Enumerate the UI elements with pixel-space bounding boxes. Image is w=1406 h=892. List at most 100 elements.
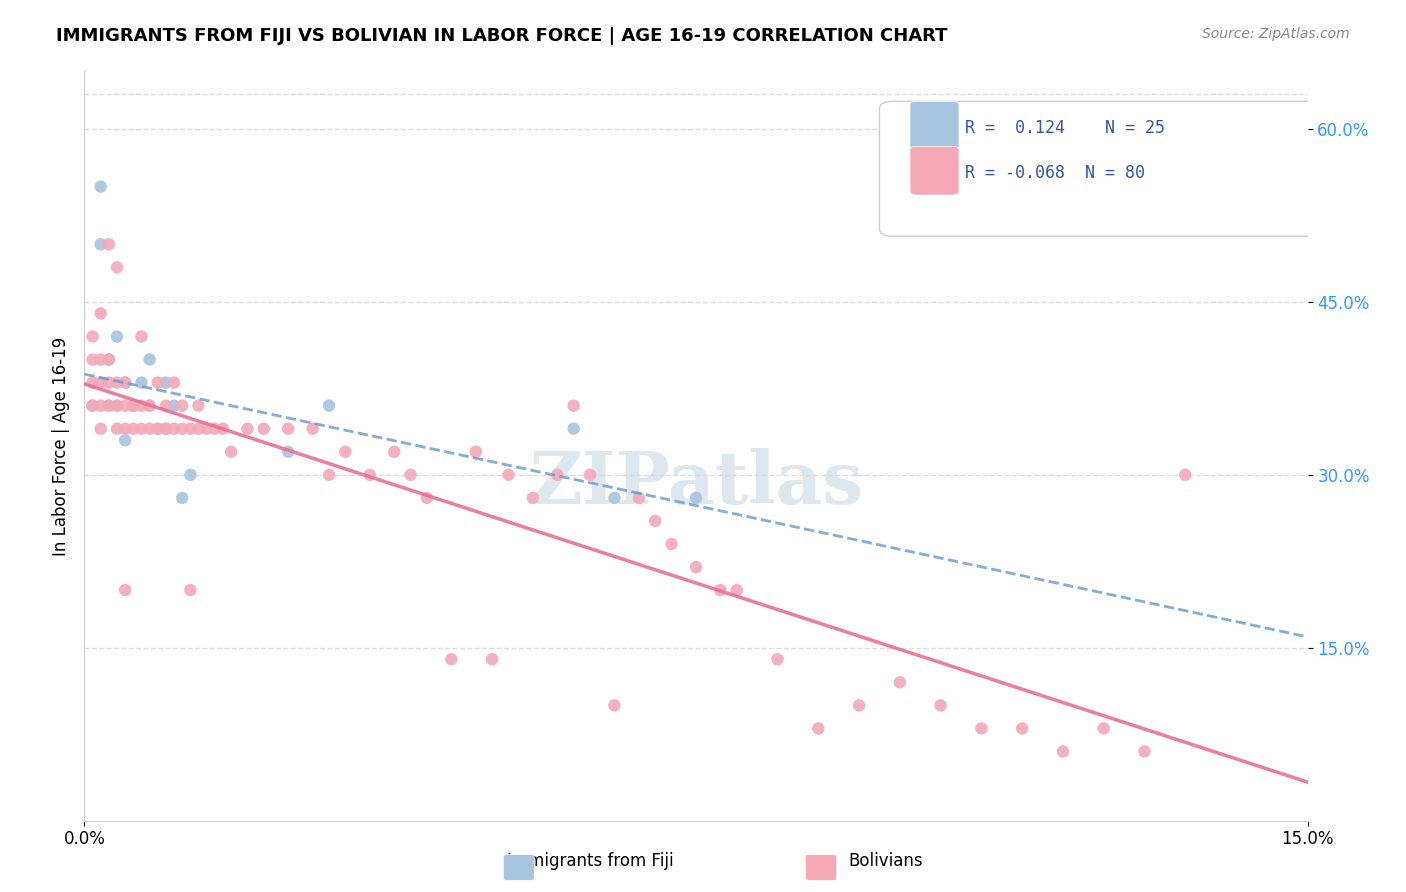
Point	[138, 422, 160, 436]
FancyBboxPatch shape	[880, 102, 1320, 236]
Point	[848, 698, 870, 713]
Point	[90, 237, 112, 252]
Point	[725, 583, 748, 598]
Point	[603, 698, 626, 713]
Point	[562, 422, 585, 436]
Text: R =  0.124    N = 25: R = 0.124 N = 25	[965, 119, 1166, 136]
Point	[1092, 722, 1115, 736]
Y-axis label: In Labor Force | Age 16-19: In Labor Force | Age 16-19	[52, 336, 70, 556]
Point	[105, 422, 128, 436]
Point	[163, 399, 186, 413]
Point	[82, 376, 104, 390]
Text: ZIPatlas: ZIPatlas	[529, 448, 863, 519]
Point	[204, 422, 226, 436]
Point	[970, 722, 993, 736]
Point	[97, 237, 120, 252]
Point	[318, 467, 340, 482]
Point	[97, 352, 120, 367]
Point	[179, 583, 201, 598]
Point	[82, 352, 104, 367]
Point	[97, 399, 120, 413]
Point	[562, 399, 585, 413]
Point	[138, 352, 160, 367]
Point	[114, 583, 136, 598]
Point	[146, 376, 169, 390]
Point	[131, 329, 153, 343]
Point	[172, 491, 194, 505]
Point	[219, 444, 242, 458]
Point	[90, 179, 112, 194]
FancyBboxPatch shape	[910, 146, 959, 195]
Text: IMMIGRANTS FROM FIJI VS BOLIVIAN IN LABOR FORCE | AGE 16-19 CORRELATION CHART: IMMIGRANTS FROM FIJI VS BOLIVIAN IN LABO…	[56, 27, 948, 45]
Point	[90, 352, 112, 367]
Point	[195, 422, 218, 436]
Point	[685, 491, 707, 505]
Point	[498, 467, 520, 482]
Point	[122, 399, 145, 413]
Point	[114, 376, 136, 390]
Point	[807, 722, 830, 736]
Point	[277, 422, 299, 436]
Point	[97, 399, 120, 413]
Point	[1052, 744, 1074, 758]
Point	[335, 444, 357, 458]
Point	[1174, 467, 1197, 482]
Point	[359, 467, 381, 482]
Point	[146, 422, 169, 436]
Point	[187, 399, 209, 413]
Point	[929, 698, 952, 713]
Point	[163, 422, 186, 436]
Point	[318, 399, 340, 413]
Point	[82, 329, 104, 343]
Point	[579, 467, 602, 482]
Point	[114, 399, 136, 413]
Point	[187, 422, 209, 436]
Point	[644, 514, 666, 528]
Point	[709, 583, 731, 598]
Point	[522, 491, 544, 505]
Point	[90, 376, 112, 390]
Point	[399, 467, 422, 482]
Point	[1011, 722, 1033, 736]
Text: R = -0.068  N = 80: R = -0.068 N = 80	[965, 163, 1144, 181]
Point	[661, 537, 683, 551]
Point	[464, 444, 486, 458]
Point	[155, 399, 177, 413]
Point	[172, 422, 194, 436]
Point	[179, 422, 201, 436]
Point	[131, 376, 153, 390]
Point	[90, 422, 112, 436]
Point	[546, 467, 568, 482]
FancyBboxPatch shape	[910, 102, 959, 150]
Point	[105, 399, 128, 413]
Point	[114, 422, 136, 436]
Point	[1133, 744, 1156, 758]
Point	[82, 399, 104, 413]
Point	[155, 376, 177, 390]
Point	[131, 399, 153, 413]
Point	[481, 652, 503, 666]
Point	[382, 444, 405, 458]
Point	[90, 399, 112, 413]
Point	[236, 422, 259, 436]
Point	[90, 306, 112, 320]
Point	[155, 422, 177, 436]
Point	[138, 399, 160, 413]
Point	[440, 652, 463, 666]
Point	[179, 467, 201, 482]
Point	[122, 422, 145, 436]
Point	[105, 329, 128, 343]
Point	[105, 399, 128, 413]
Point	[155, 422, 177, 436]
Point	[131, 422, 153, 436]
Point	[766, 652, 789, 666]
Point	[146, 422, 169, 436]
Text: Bolivians: Bolivians	[848, 852, 924, 870]
Point	[105, 260, 128, 275]
Point	[114, 434, 136, 448]
Point	[97, 376, 120, 390]
Point	[122, 399, 145, 413]
Point	[212, 422, 235, 436]
Point	[416, 491, 439, 505]
Point	[82, 399, 104, 413]
